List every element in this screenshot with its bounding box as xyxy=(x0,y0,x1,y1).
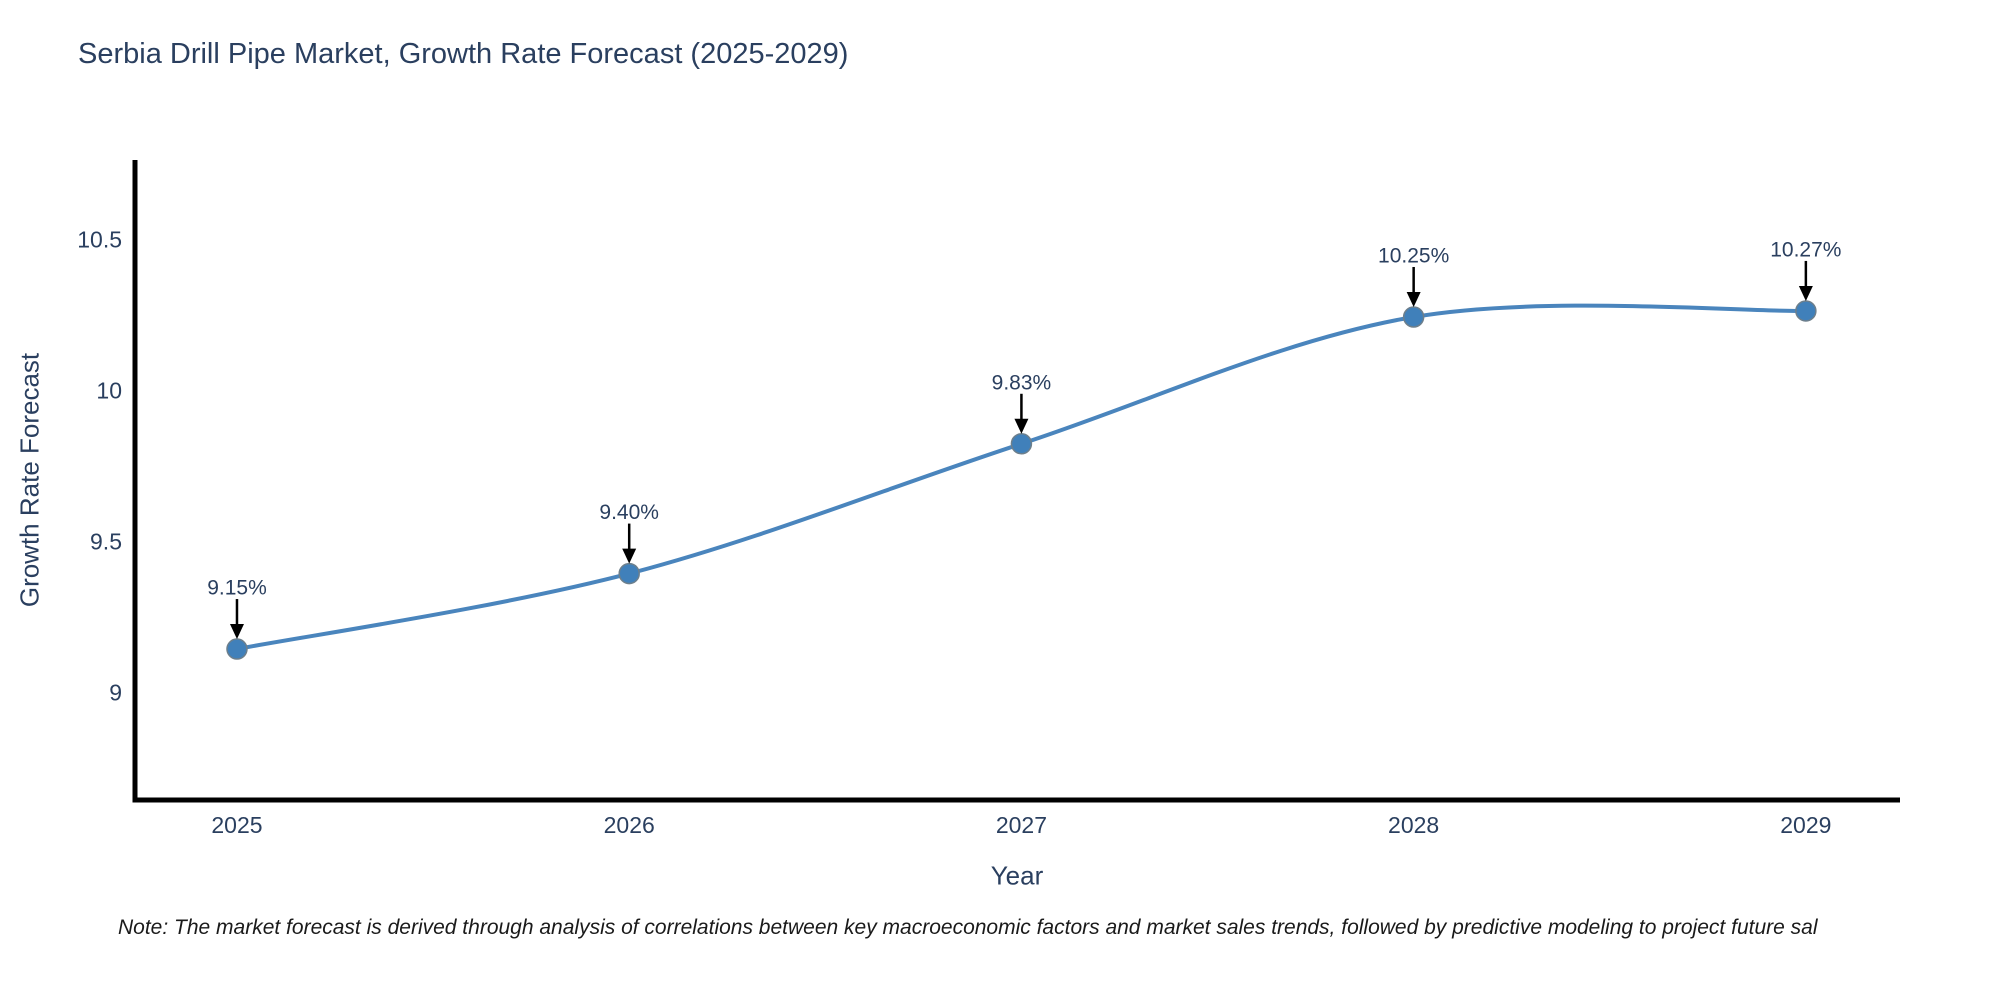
chart-footnote: Note: The market forecast is derived thr… xyxy=(118,916,1818,939)
x-tick-label: 2028 xyxy=(1388,812,1439,838)
y-tick-label: 9 xyxy=(109,679,122,705)
data-point-2028 xyxy=(1402,306,1425,328)
y-tick-label: 10 xyxy=(96,378,122,404)
annotation-label-2029: 10.27% xyxy=(1770,238,1841,261)
x-tick-label: 2027 xyxy=(996,812,1047,838)
forecast-line xyxy=(234,303,1808,652)
annotation-label-2025: 9.15% xyxy=(207,577,267,600)
x-tick-label: 2029 xyxy=(1780,812,1831,838)
x-axis-title: Year xyxy=(990,860,1044,891)
annotation-label-2027: 9.83% xyxy=(992,371,1052,394)
x-tick-label: 2025 xyxy=(211,812,262,838)
data-point-2027 xyxy=(1010,433,1033,455)
annotation-arrowhead-icon xyxy=(622,548,637,564)
y-tick-label: 10.5 xyxy=(77,227,122,253)
annotation-arrowhead-icon xyxy=(1014,418,1029,434)
annotation-label-2026: 9.40% xyxy=(599,501,659,524)
y-tick-label: 9.5 xyxy=(90,528,122,554)
data-point-2029 xyxy=(1795,300,1817,322)
data-point-2026 xyxy=(618,562,640,585)
annotation-label-2028: 10.25% xyxy=(1378,245,1449,268)
chart-title: Serbia Drill Pipe Market, Growth Rate Fo… xyxy=(78,38,849,70)
annotation-arrowhead-icon xyxy=(1406,291,1421,307)
annotation-arrowhead-icon xyxy=(1798,285,1813,301)
data-point-2025 xyxy=(226,638,248,660)
annotation-arrowhead-icon xyxy=(229,624,244,640)
x-tick-label: 2026 xyxy=(604,812,655,838)
